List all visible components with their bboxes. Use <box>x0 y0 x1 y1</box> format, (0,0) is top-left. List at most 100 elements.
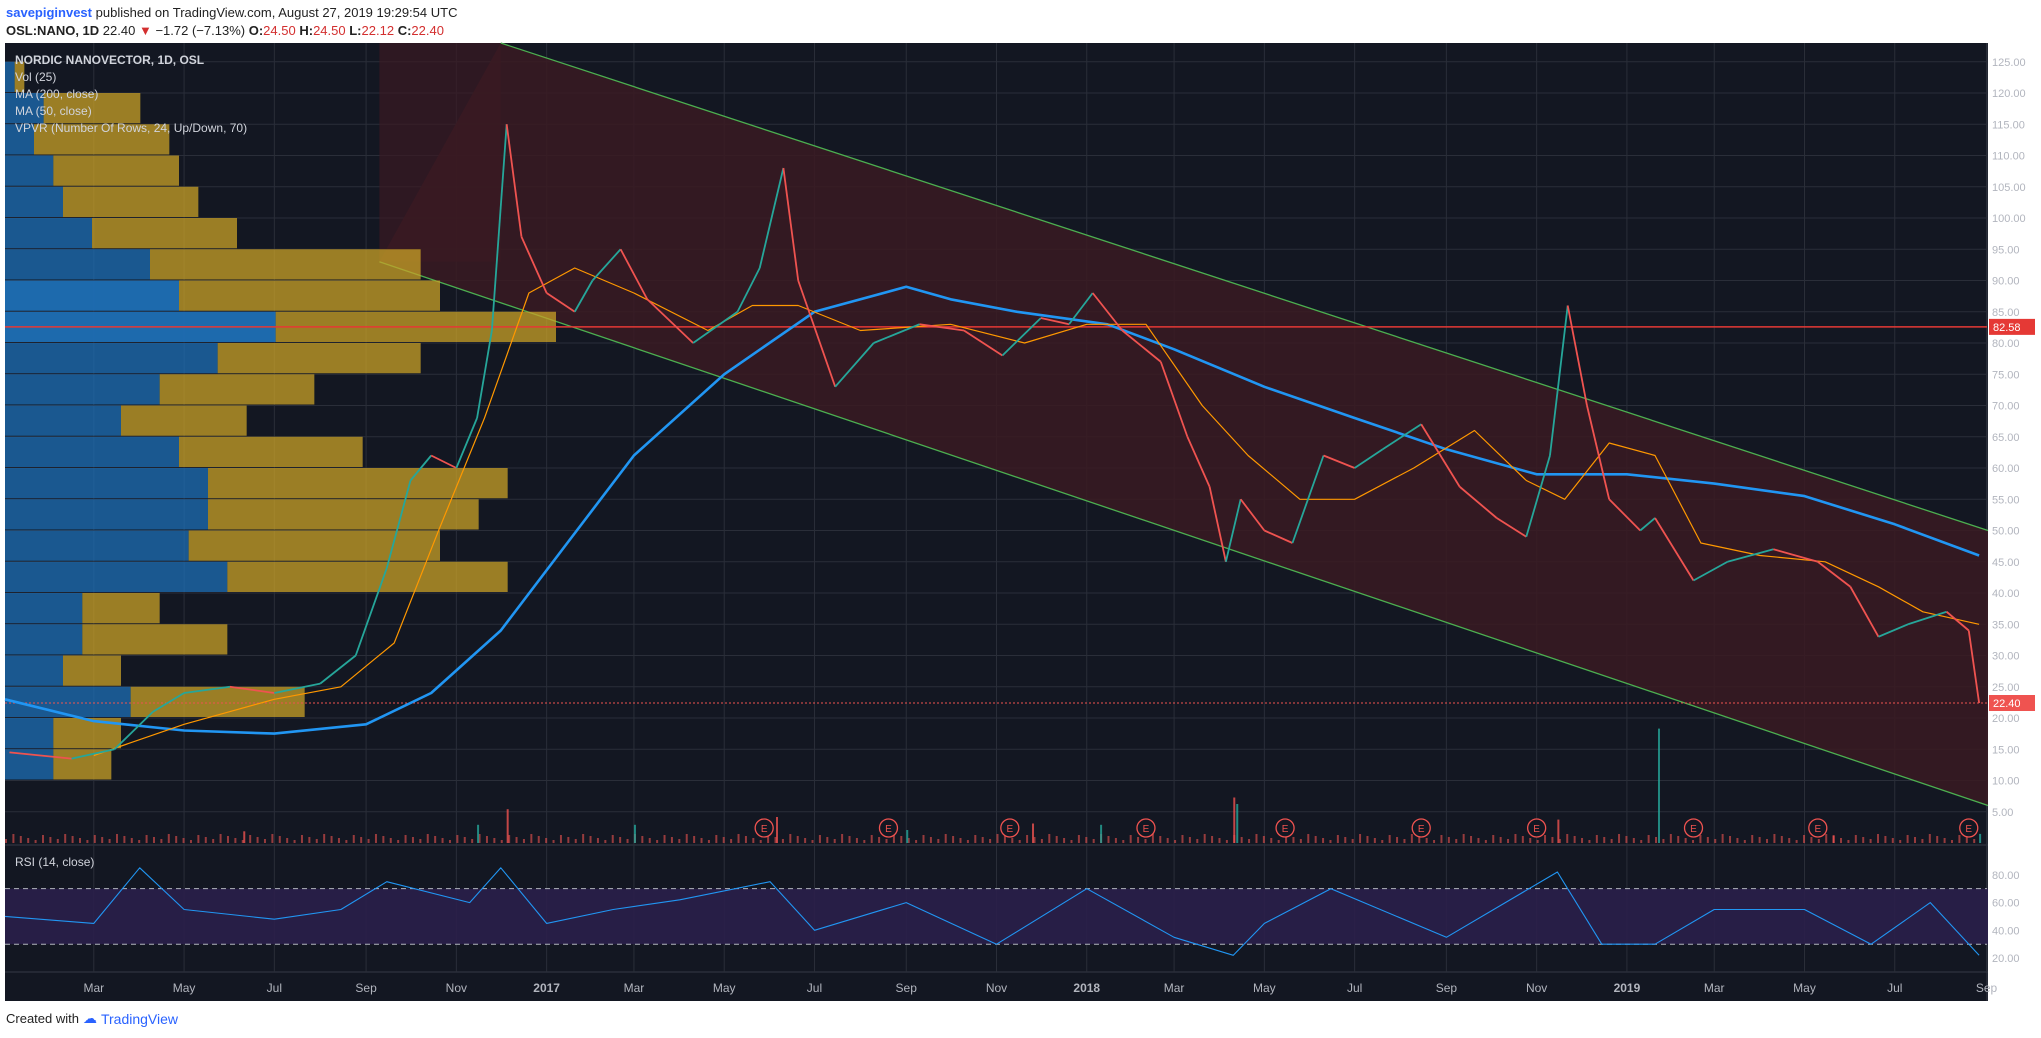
volume-bar <box>892 834 895 843</box>
price-tick-label: 5.00 <box>1992 807 2013 819</box>
volume-bar <box>863 840 866 843</box>
close-label: C: <box>397 23 412 38</box>
volume-bar <box>389 838 392 843</box>
volume-bar <box>685 834 688 843</box>
price-tick-label: 30.00 <box>1992 651 2020 663</box>
volume-bar <box>1129 835 1132 843</box>
volume-bar <box>78 838 81 843</box>
price-segment <box>505 124 523 237</box>
volume-bar <box>811 840 814 843</box>
volume-bar <box>197 835 200 843</box>
volume-bar <box>352 835 355 843</box>
volume-bar <box>145 835 148 843</box>
volume-bar <box>226 836 229 843</box>
price-segment <box>1817 561 1851 588</box>
volume-bar <box>1410 834 1413 843</box>
volume-bar <box>1211 836 1214 843</box>
earnings-marker <box>878 818 899 838</box>
volume-bar <box>1336 835 1339 843</box>
volume-bar <box>256 837 259 843</box>
legend-vpvr[interactable]: VPVR (Number Of Rows, 24, Up/Down, 70) <box>15 121 247 135</box>
vpvr-down-bar <box>179 436 363 467</box>
vpvr-down-bar <box>208 499 479 530</box>
volume-bar <box>434 836 437 843</box>
volume-bar <box>1285 835 1288 843</box>
volume-bar <box>1632 838 1635 843</box>
rsi-legend[interactable]: RSI (14, close) <box>15 855 94 869</box>
vpvr-down-bar <box>227 561 508 592</box>
volume-bar <box>1936 836 1939 843</box>
channel-lower-line <box>379 261 1989 807</box>
price-tick-label: 55.00 <box>1992 494 2020 506</box>
close-value: 22.40 <box>411 23 444 38</box>
tradingview-link[interactable]: TradingView <box>100 1010 179 1027</box>
volume-bar <box>937 839 940 843</box>
volume-bar <box>1366 836 1369 843</box>
price-tick-label: 125.00 <box>1992 57 2026 69</box>
earnings-marker <box>1526 818 1547 838</box>
volume-bar <box>12 834 15 843</box>
volume-bar <box>1307 834 1310 843</box>
volume-spike <box>1657 728 1660 843</box>
volume-spike <box>906 830 909 843</box>
price-segment <box>1239 498 1266 532</box>
volume-bar <box>471 839 474 843</box>
volume-bar <box>485 836 488 843</box>
support-price-label: 82.58 <box>1993 322 2021 334</box>
author-link[interactable]: savepiginvest <box>6 5 92 20</box>
price-segment <box>1420 423 1461 488</box>
high-value: 24.50 <box>313 23 346 38</box>
volume-bar <box>1011 838 1014 843</box>
volume-bar <box>1085 837 1088 843</box>
volume-bar <box>663 835 666 843</box>
volume-bar <box>426 834 429 843</box>
earnings-marker-label: E <box>1690 824 1697 835</box>
volume-bar <box>678 839 681 843</box>
earnings-marker-label: E <box>1418 824 1425 835</box>
volume-bar <box>545 838 548 843</box>
time-tick-label: Nov <box>986 981 1007 995</box>
volume-bar <box>1322 838 1325 843</box>
volume-bar <box>300 835 303 843</box>
volume-bar <box>1603 837 1606 843</box>
vpvr-down-bar <box>82 593 160 624</box>
volume-bar <box>234 838 237 843</box>
legend-ma200[interactable]: MA (200, close) <box>15 87 98 101</box>
volume-bar <box>1921 839 1924 843</box>
price-change: −1.72 (−7.13%) <box>155 23 246 38</box>
price-segment <box>430 454 457 469</box>
publish-line: savepiginvest published on TradingView.c… <box>6 4 457 22</box>
price-segment <box>152 692 185 713</box>
volume-bar <box>848 836 851 843</box>
price-segment <box>619 248 649 300</box>
volume-bar <box>241 840 244 843</box>
volume-bar <box>1677 836 1680 843</box>
volume-bar <box>367 839 370 843</box>
volume-bar <box>1159 836 1162 843</box>
volume-bar <box>781 839 784 843</box>
volume-bar <box>1396 837 1399 843</box>
price-segment <box>1001 317 1042 357</box>
volume-bar <box>1033 837 1036 843</box>
volume-spike <box>633 824 636 843</box>
rsi-tick-label: 20.00 <box>1992 953 2020 965</box>
price-segment <box>1382 423 1422 451</box>
price-tick-label: 45.00 <box>1992 557 2020 569</box>
time-tick-label: Jul <box>267 981 282 995</box>
legend-vol[interactable]: Vol (25) <box>15 70 56 84</box>
volume-bar <box>56 839 59 843</box>
volume-bar <box>1899 840 1902 843</box>
volume-bar <box>138 840 141 843</box>
volume-bar <box>1544 835 1547 843</box>
volume-bar <box>1166 838 1169 843</box>
volume-bar <box>693 836 696 843</box>
legend-ma50[interactable]: MA (50, close) <box>15 104 92 118</box>
volume-spike <box>1557 819 1560 843</box>
volume-bar <box>996 834 999 843</box>
volume-bar <box>648 838 651 843</box>
price-tick-label: 120.00 <box>1992 88 2026 100</box>
volume-bar <box>604 840 607 843</box>
rsi-tick-label: 80.00 <box>1992 870 2020 882</box>
volume-bar <box>1862 837 1865 843</box>
